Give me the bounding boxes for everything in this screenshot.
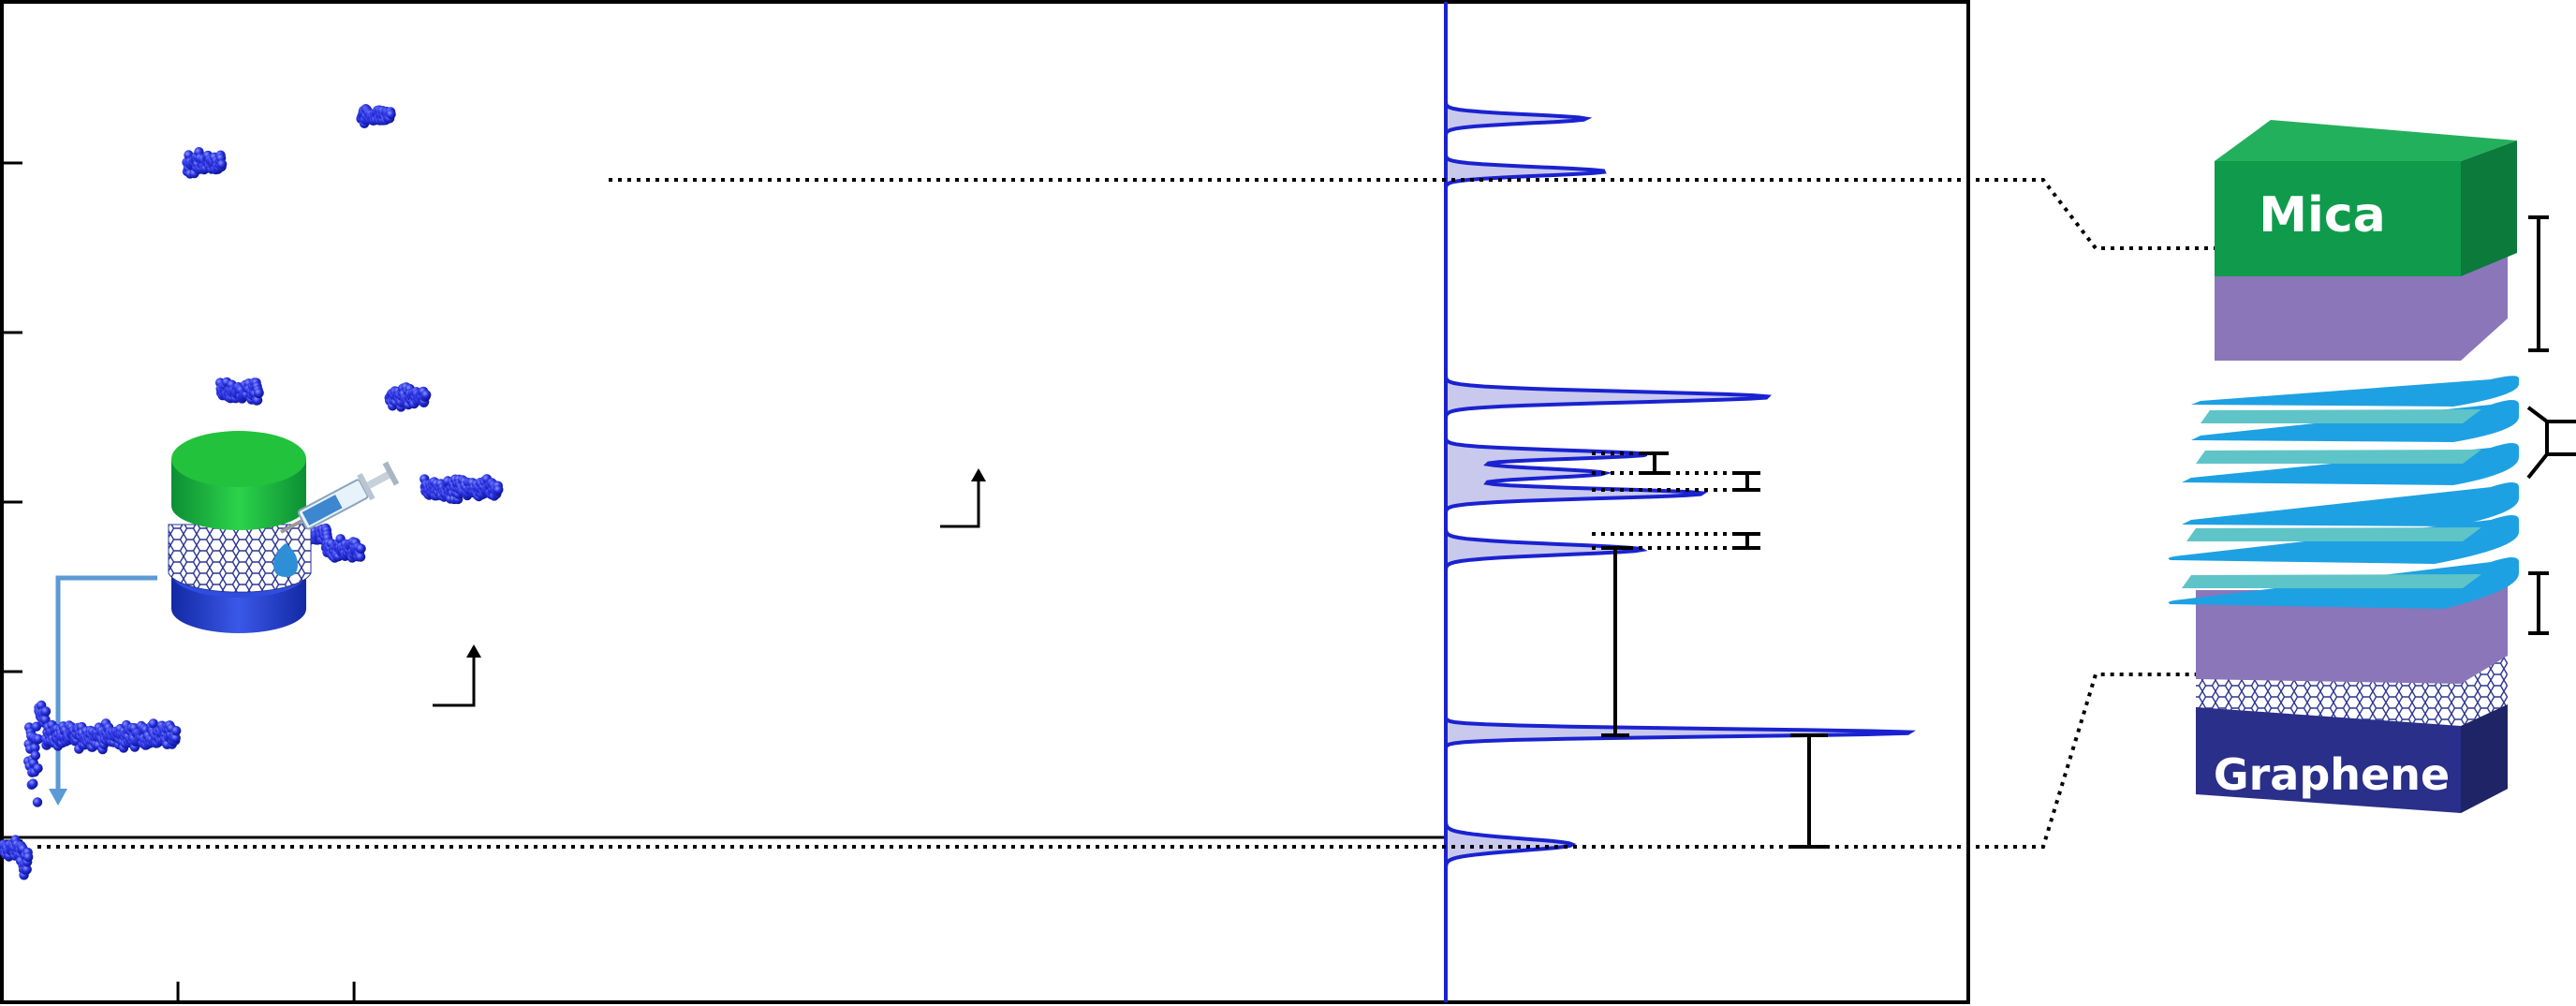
- scale-top-lipid: [2528, 215, 2549, 352]
- data-point: [40, 715, 51, 725]
- data-point: [31, 721, 42, 732]
- injection-arrow-head: [49, 789, 67, 806]
- data-point: [30, 743, 40, 753]
- data-point: [254, 388, 264, 398]
- data-point: [421, 390, 432, 400]
- trace-series: [0, 104, 504, 880]
- data-point: [23, 851, 34, 863]
- data-point: [30, 750, 41, 761]
- bar-layer-c: [1734, 532, 1760, 550]
- stack-scale-markers: [2526, 215, 2576, 635]
- x-axis-ticks: [176, 982, 356, 1002]
- data-point: [33, 733, 44, 745]
- data-point: [356, 543, 366, 554]
- step-arrow-1-head: [466, 644, 481, 658]
- histogram-panel: [1444, 0, 1970, 1004]
- data-point: [22, 865, 32, 875]
- connector-lines: [37, 178, 2215, 849]
- data-point: [355, 552, 366, 562]
- injection-arrow: [55, 575, 157, 791]
- height-bars: [1601, 451, 1828, 849]
- data-point: [170, 732, 181, 744]
- step-arrow-2-head: [971, 468, 986, 481]
- data-point: [148, 718, 158, 729]
- connector-graphene: [37, 673, 2215, 849]
- graphene-label: Graphene: [2214, 749, 2450, 800]
- stack-diagram: Graphene Mica: [2168, 120, 2519, 813]
- trace-panel: [0, 0, 1448, 1004]
- data-point: [493, 484, 504, 495]
- data-point: [40, 706, 52, 717]
- bar-lipid-thickness: [1790, 733, 1828, 849]
- mica-label: Mica: [2259, 187, 2385, 244]
- data-point: [171, 726, 182, 736]
- data-point: [386, 109, 396, 120]
- water-bracket-icon: [2526, 406, 2576, 480]
- step-arrow-1: [433, 656, 476, 707]
- y-axis-ticks: [2, 161, 22, 843]
- bar-layer-b: [1734, 471, 1760, 492]
- connector-mica: [609, 178, 2215, 250]
- histogram-line: [1444, 2, 1917, 1002]
- scale-bottom-lipid: [2528, 571, 2549, 635]
- histogram-curve: [1444, 2, 1917, 1002]
- bar-first-step: [1601, 546, 1629, 737]
- data-point: [28, 778, 38, 789]
- step-arrow-2: [940, 480, 980, 528]
- sfa-cell-with-syringe-icon: [168, 431, 400, 633]
- data-point: [32, 797, 43, 807]
- water-sheets: [2168, 376, 2519, 609]
- data-point: [216, 159, 228, 170]
- bar-layer-a: [1641, 451, 1669, 475]
- data-point: [33, 763, 43, 774]
